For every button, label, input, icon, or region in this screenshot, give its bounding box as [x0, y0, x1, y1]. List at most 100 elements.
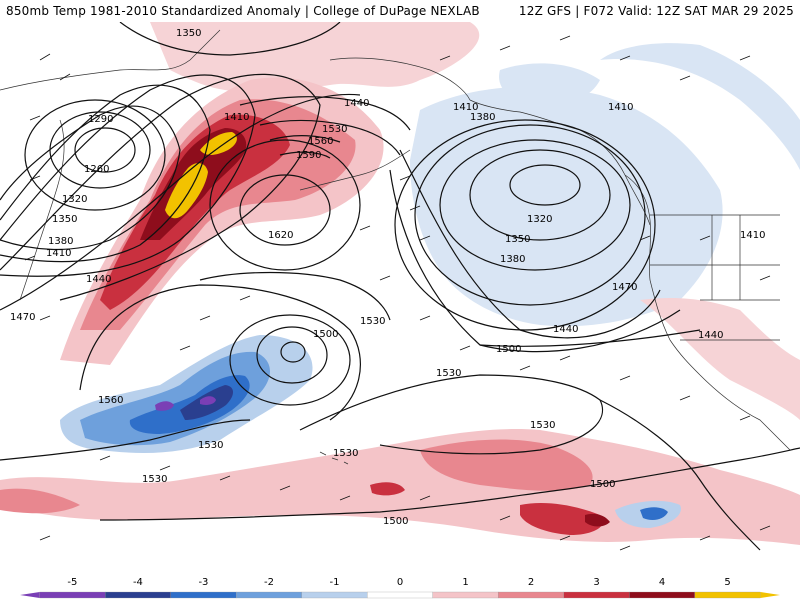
- contour-low-west-1320: [24, 99, 166, 211]
- contour-sub-1500-east: [479, 329, 701, 347]
- contour-cp-low-1530: [229, 314, 351, 406]
- contour-cp-1560: [79, 284, 361, 421]
- colorbar-tick-label: 5: [724, 577, 730, 588]
- colorbar-tick-label: -1: [329, 577, 339, 588]
- colorbar-swatch: [498, 591, 564, 599]
- contour-cp-low-1500: [256, 326, 328, 384]
- contour-north-1590: [279, 151, 331, 159]
- contour-label: 1530: [198, 440, 223, 451]
- contour-label: 1530: [360, 316, 385, 327]
- wind-barb: [179, 225, 431, 351]
- cold-anomaly-central-pacific-max-2: [200, 396, 216, 405]
- colorbar-ticks: -5 -4 -3 -2 -1 0 1 2 3 4 5: [67, 577, 730, 588]
- contour-label: 1350: [176, 28, 201, 39]
- warm-anomaly-light: [150, 22, 480, 91]
- colorbar-swatch: [367, 591, 433, 599]
- contour-label: 1530: [142, 474, 167, 485]
- warm-anomaly-tropics-strong: [520, 503, 604, 535]
- contour-label: 1440: [698, 330, 723, 341]
- contour-label: 1380: [470, 112, 495, 123]
- contour-north-1560: [269, 135, 341, 143]
- model-run-info: 12Z GFS | F072 Valid: 12Z SAT MAR 29 202…: [518, 4, 794, 18]
- anomaly-map: 1350 1290 1260 1320 1350 1380 1410 1440 …: [0, 22, 800, 572]
- contour-label: 1500: [383, 516, 408, 527]
- contour-low-west-1260: [74, 127, 136, 173]
- contour-label: 1290: [88, 114, 113, 125]
- contour-west-1380: [0, 84, 211, 263]
- contour-west-1440: [0, 73, 321, 301]
- contour-west-1350: [0, 105, 181, 251]
- warm-anomaly-baja: [640, 298, 800, 420]
- cold-anomaly-tropics-strong: [640, 507, 668, 520]
- colorbar-tick-label: -5: [67, 577, 77, 588]
- contour-label: 1320: [527, 214, 552, 225]
- warm-anomaly-tropics-dark: [585, 513, 610, 527]
- contour-high-1620: [239, 174, 331, 246]
- contour-labels: 1350 1290 1260 1320 1350 1380 1410 1440 …: [10, 28, 765, 527]
- contour-low-east-1380: [439, 139, 631, 271]
- colorbar-swatch: [236, 591, 302, 599]
- anomaly-colorbar: -5 -4 -3 -2 -1 0 1 2 3 4 5: [20, 577, 780, 599]
- contour-high-outer: [209, 139, 361, 271]
- us-state-borders: [650, 214, 780, 341]
- wind-barb: [439, 35, 751, 81]
- contour-cp-low-inner: [280, 341, 306, 363]
- contour-label: 1440: [344, 98, 369, 109]
- contour-label: 1560: [308, 136, 333, 147]
- contour-label: 1350: [52, 214, 77, 225]
- contour-label: 1440: [553, 324, 578, 335]
- contour-label: 1380: [500, 254, 525, 265]
- contour-label: 1440: [86, 274, 111, 285]
- cold-anomaly-canada: [600, 43, 800, 170]
- contour-label: 1530: [322, 124, 347, 135]
- cold-anomaly-canada-2: [499, 63, 600, 107]
- contour-north-1350: [119, 22, 341, 56]
- warm-anomaly-tropics-strong-2: [370, 482, 405, 496]
- contour-label: 1500: [313, 329, 338, 340]
- contour-label: 1410: [740, 230, 765, 241]
- contour-north-1530: [259, 119, 401, 156]
- contour-label: 1380: [48, 236, 73, 247]
- contour-label: 1590: [296, 150, 321, 161]
- colorbar-tick-label: -3: [198, 577, 208, 588]
- colorbar-swatch: [39, 591, 106, 599]
- wind-barb: [39, 515, 771, 551]
- map-title: 850mb Temp 1981-2010 Standardized Anomal…: [6, 4, 480, 18]
- cold-anomaly-central-pacific-max: [155, 401, 174, 411]
- wind-barb: [99, 455, 431, 501]
- warm-anomaly-tropics-mid: [420, 439, 593, 491]
- contour-sub-1500: [99, 447, 800, 521]
- geography-outlines: [0, 29, 791, 465]
- contour-low-east-1350: [469, 149, 611, 241]
- colorbar-tick-label: 4: [659, 577, 665, 588]
- title-bar: 850mb Temp 1981-2010 Standardized Anomal…: [0, 0, 800, 22]
- kamchatka: [19, 119, 65, 301]
- colorbar-swatch: [432, 591, 499, 599]
- wind-barb: [399, 175, 771, 281]
- colorbar-tick-label: 3: [593, 577, 599, 588]
- alaska-coast: [329, 57, 651, 226]
- contour-sub-1530-east: [599, 399, 761, 551]
- contour-east-1470: [399, 149, 661, 339]
- baja-coast: [699, 374, 791, 451]
- contour-high-1530: [199, 271, 391, 321]
- colorbar-swatch: [563, 591, 630, 599]
- warm-anomaly-plume-strong: [100, 114, 290, 310]
- hawaii-islands: [319, 451, 349, 465]
- contour-sub-1530: [299, 374, 604, 455]
- contour-label: 1470: [612, 282, 637, 293]
- colorbar-swatch: [694, 591, 761, 599]
- contour-label: 1350: [505, 234, 530, 245]
- contour-label: 1260: [84, 164, 109, 175]
- contour-north-1440: [239, 96, 411, 131]
- contour-label: 1620: [268, 230, 293, 241]
- colorbar-tick-label: 0: [397, 577, 403, 588]
- bc-coast: [624, 174, 701, 376]
- warm-anomaly-plume-max-2: [200, 132, 237, 155]
- colorbar-tick-label: -4: [133, 577, 143, 588]
- contour-label: 1530: [333, 448, 358, 459]
- contour-sub-1530-west: [0, 419, 251, 461]
- colorbar-tick-label: 1: [462, 577, 468, 588]
- contour-label: 1470: [10, 312, 35, 323]
